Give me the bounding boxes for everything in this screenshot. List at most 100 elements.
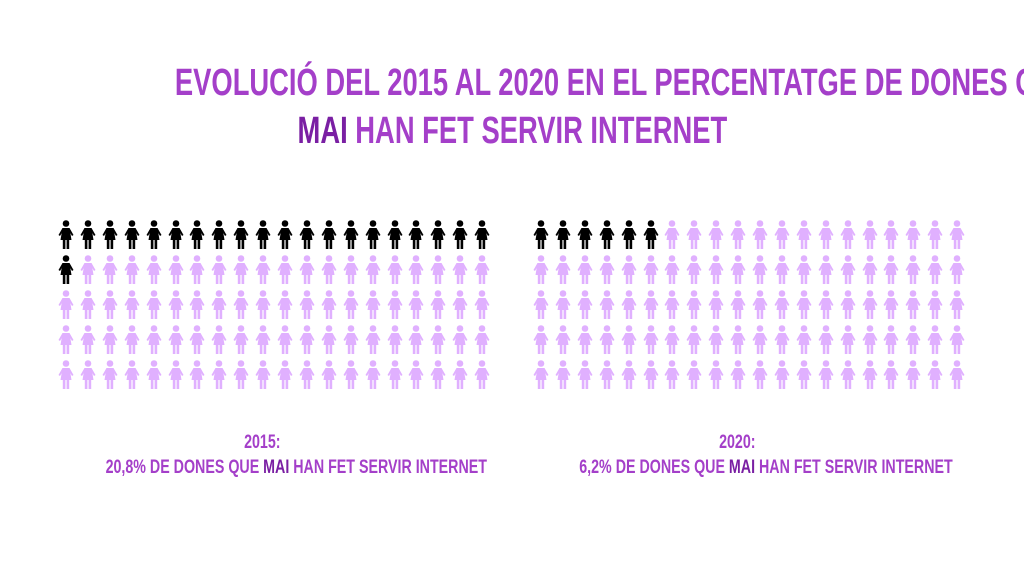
title-rest: HAN FET SERVIR INTERNET — [347, 110, 727, 152]
woman-icon — [643, 290, 658, 319]
woman-icon — [58, 360, 74, 389]
woman-icon — [796, 325, 812, 354]
woman-icon-highlighted — [233, 220, 249, 249]
woman-icon — [430, 255, 446, 284]
woman-icon — [752, 325, 768, 354]
woman-icon-highlighted — [452, 220, 468, 249]
woman-icon — [168, 255, 183, 284]
woman-icon — [80, 325, 96, 354]
woman-icon — [599, 325, 615, 354]
woman-icon — [949, 220, 965, 249]
woman-icon — [730, 360, 746, 389]
woman-icon-highlighted — [299, 220, 315, 249]
woman-icon — [474, 255, 490, 284]
woman-icon — [949, 290, 965, 319]
woman-icon — [58, 290, 74, 319]
woman-icon — [686, 360, 702, 389]
woman-icon — [664, 290, 680, 319]
woman-icon — [577, 325, 593, 354]
woman-icon — [599, 360, 615, 389]
woman-icon — [80, 255, 96, 284]
woman-icon — [408, 325, 424, 354]
woman-icon — [883, 255, 899, 284]
caption-text: DE DONES QUE — [145, 457, 264, 478]
woman-icon — [343, 325, 359, 354]
caption-2020: 2020: 6,2% DE DONES QUE MAI HAN FET SERV… — [517, 430, 957, 480]
woman-icon — [58, 325, 74, 354]
woman-icon — [365, 290, 381, 319]
woman-icon — [774, 220, 790, 249]
woman-icon — [840, 255, 856, 284]
woman-icon — [949, 325, 965, 354]
woman-icon — [664, 255, 680, 284]
caption-text: HAN FET SERVIR INTERNET — [755, 457, 953, 478]
woman-icon — [277, 290, 293, 319]
woman-icon — [796, 360, 812, 389]
woman-icon — [387, 325, 402, 354]
woman-icon — [555, 290, 571, 319]
woman-icon — [752, 290, 768, 319]
caption-text: HAN FET SERVIR INTERNET — [289, 457, 487, 478]
woman-icon — [321, 325, 337, 354]
woman-icon — [664, 325, 680, 354]
woman-icon — [408, 290, 424, 319]
title-emphasis: MAI — [297, 110, 348, 152]
woman-icon-highlighted — [277, 220, 293, 249]
woman-icon — [862, 360, 877, 389]
woman-icon — [299, 325, 315, 354]
woman-icon-highlighted — [577, 220, 593, 249]
woman-icon — [452, 255, 468, 284]
woman-icon — [752, 220, 768, 249]
woman-icon — [774, 255, 790, 284]
woman-icon-highlighted — [211, 220, 227, 249]
woman-icon — [905, 325, 921, 354]
woman-icon — [124, 325, 140, 354]
woman-icon — [365, 360, 381, 389]
woman-icon — [643, 255, 658, 284]
woman-icon — [408, 360, 424, 389]
woman-icon-highlighted — [102, 220, 118, 249]
woman-icon — [949, 255, 965, 284]
woman-icon — [102, 290, 118, 319]
woman-icon — [255, 255, 271, 284]
woman-icon — [102, 255, 118, 284]
woman-icon — [255, 360, 271, 389]
woman-icon — [686, 255, 702, 284]
woman-icon — [686, 290, 702, 319]
woman-icon — [299, 290, 315, 319]
caption-year: 2020: — [718, 432, 756, 453]
woman-icon-highlighted — [555, 220, 571, 249]
woman-icon — [927, 325, 943, 354]
woman-icon — [730, 325, 746, 354]
woman-icon — [927, 220, 943, 249]
woman-icon — [233, 290, 249, 319]
woman-icon — [555, 325, 571, 354]
woman-icon — [146, 255, 162, 284]
woman-icon — [189, 360, 205, 389]
woman-icon-highlighted — [321, 220, 337, 249]
woman-icon — [452, 290, 468, 319]
woman-icon — [730, 255, 746, 284]
woman-icon — [452, 360, 468, 389]
woman-icon — [905, 220, 921, 249]
woman-icon — [599, 290, 615, 319]
woman-icon — [233, 255, 249, 284]
woman-icon — [840, 290, 856, 319]
woman-icon — [927, 255, 943, 284]
woman-icon — [774, 325, 790, 354]
woman-icon — [533, 360, 549, 389]
woman-icon — [430, 360, 446, 389]
woman-icon — [343, 255, 359, 284]
woman-icon — [146, 290, 162, 319]
woman-icon — [124, 255, 140, 284]
woman-icon-highlighted — [599, 220, 615, 249]
woman-icon — [408, 255, 424, 284]
woman-icon — [102, 360, 118, 389]
woman-icon — [752, 255, 768, 284]
woman-icon — [818, 325, 834, 354]
woman-icon — [577, 290, 593, 319]
woman-icon-highlighted — [408, 220, 424, 249]
woman-icon — [387, 255, 402, 284]
woman-icon — [905, 360, 921, 389]
woman-icon-highlighted — [343, 220, 359, 249]
